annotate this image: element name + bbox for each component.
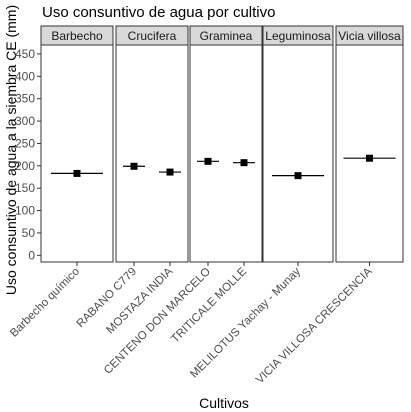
facet-strip-label: Crucifera [128,29,177,43]
facet-strip-label: Graminea [200,29,253,43]
y-tick-label: 350 [15,92,35,106]
x-tick-label: RABANO C779 [75,266,140,331]
y-axis: 0 50 100 150 200 250 300 350 400 450 [15,47,41,262]
y-tick-label: 300 [15,114,35,128]
data-point [166,168,174,176]
x-tick-label: MELILOTUS Yachay - Munay [188,265,303,380]
panel-frame [262,44,334,263]
data-point [240,159,248,167]
facet-strip-label: Leguminosa [265,29,331,43]
facet-strip-label: Vicia villosa [338,29,401,43]
y-tick-label: 100 [15,204,35,218]
y-axis-title: Uso consuntivo de agua a la siembra CE (… [3,5,19,295]
facet-strip-label: Barbecho [51,29,103,43]
data-point [366,154,373,162]
y-tick-label: 400 [15,69,35,83]
data-point [204,157,212,165]
panel-frame [40,44,114,263]
y-tick-label: 50 [22,226,36,240]
y-tick-label: 150 [15,181,35,195]
chart-title: Uso consuntivo de agua por cultivo [42,4,275,21]
y-tick-label: 0 [28,248,35,262]
data-point [73,169,81,177]
data-point [130,162,138,170]
panel-frame [335,44,404,263]
panel-frame [115,44,189,263]
panel-frame [189,44,263,263]
facet-panels: Barbecho Barbecho químico Crucifera RABANO … [8,25,404,386]
x-tick-label: Barbecho químico [8,266,82,340]
x-axis-title: Cultivos [199,395,249,411]
data-point [294,172,302,180]
x-tick-label: MOSTAZA INDIA [104,265,175,336]
y-tick-label: 200 [15,159,35,173]
x-tick-label: VICIA VILLOSA CRESCENCIA [254,265,375,386]
y-tick-label: 250 [15,136,35,150]
y-tick-label: 450 [15,47,35,61]
